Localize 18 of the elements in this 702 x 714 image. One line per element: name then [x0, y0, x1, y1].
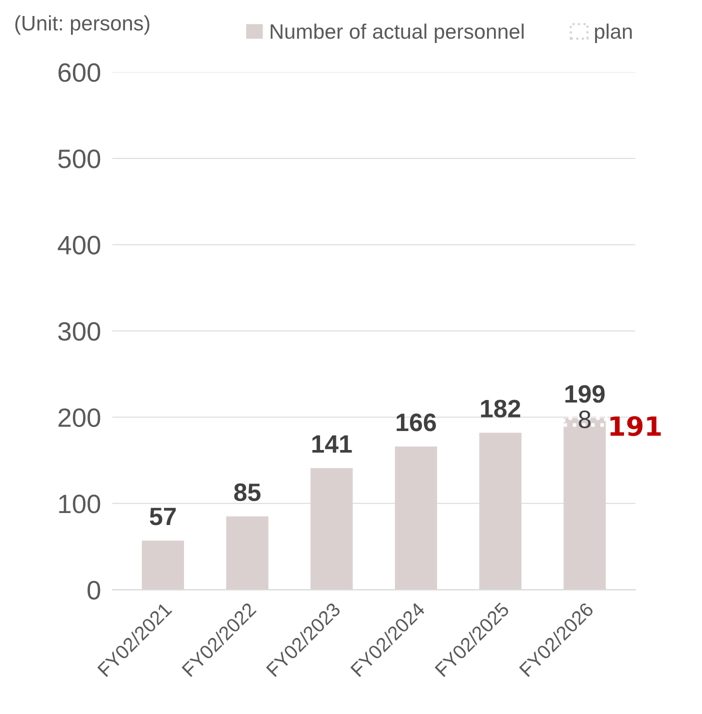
total-label: 57 — [150, 508, 176, 526]
y-tick-label: 100 — [59, 494, 100, 514]
total-label: 85 — [234, 483, 260, 502]
y-tick-label: 400 — [58, 236, 100, 254]
total-label: 166 — [396, 414, 436, 432]
legend-label: Number of actual personnel — [270, 24, 524, 44]
legend-label: plan — [595, 24, 632, 44]
text: (Unit: persons) — [15, 15, 150, 35]
y-tick-label: 600 — [58, 63, 100, 82]
total-label: 182 — [481, 400, 520, 418]
y-tick-label: 500 — [58, 150, 100, 168]
annotation: 191 — [610, 416, 661, 436]
data-label: 8 — [578, 410, 591, 428]
total-label: 199 — [565, 385, 605, 403]
y-tick-label: 0 — [88, 580, 100, 600]
total-label: 141 — [312, 435, 352, 453]
y-tick-label: 200 — [58, 408, 100, 428]
y-tick-label: 300 — [58, 322, 100, 341]
